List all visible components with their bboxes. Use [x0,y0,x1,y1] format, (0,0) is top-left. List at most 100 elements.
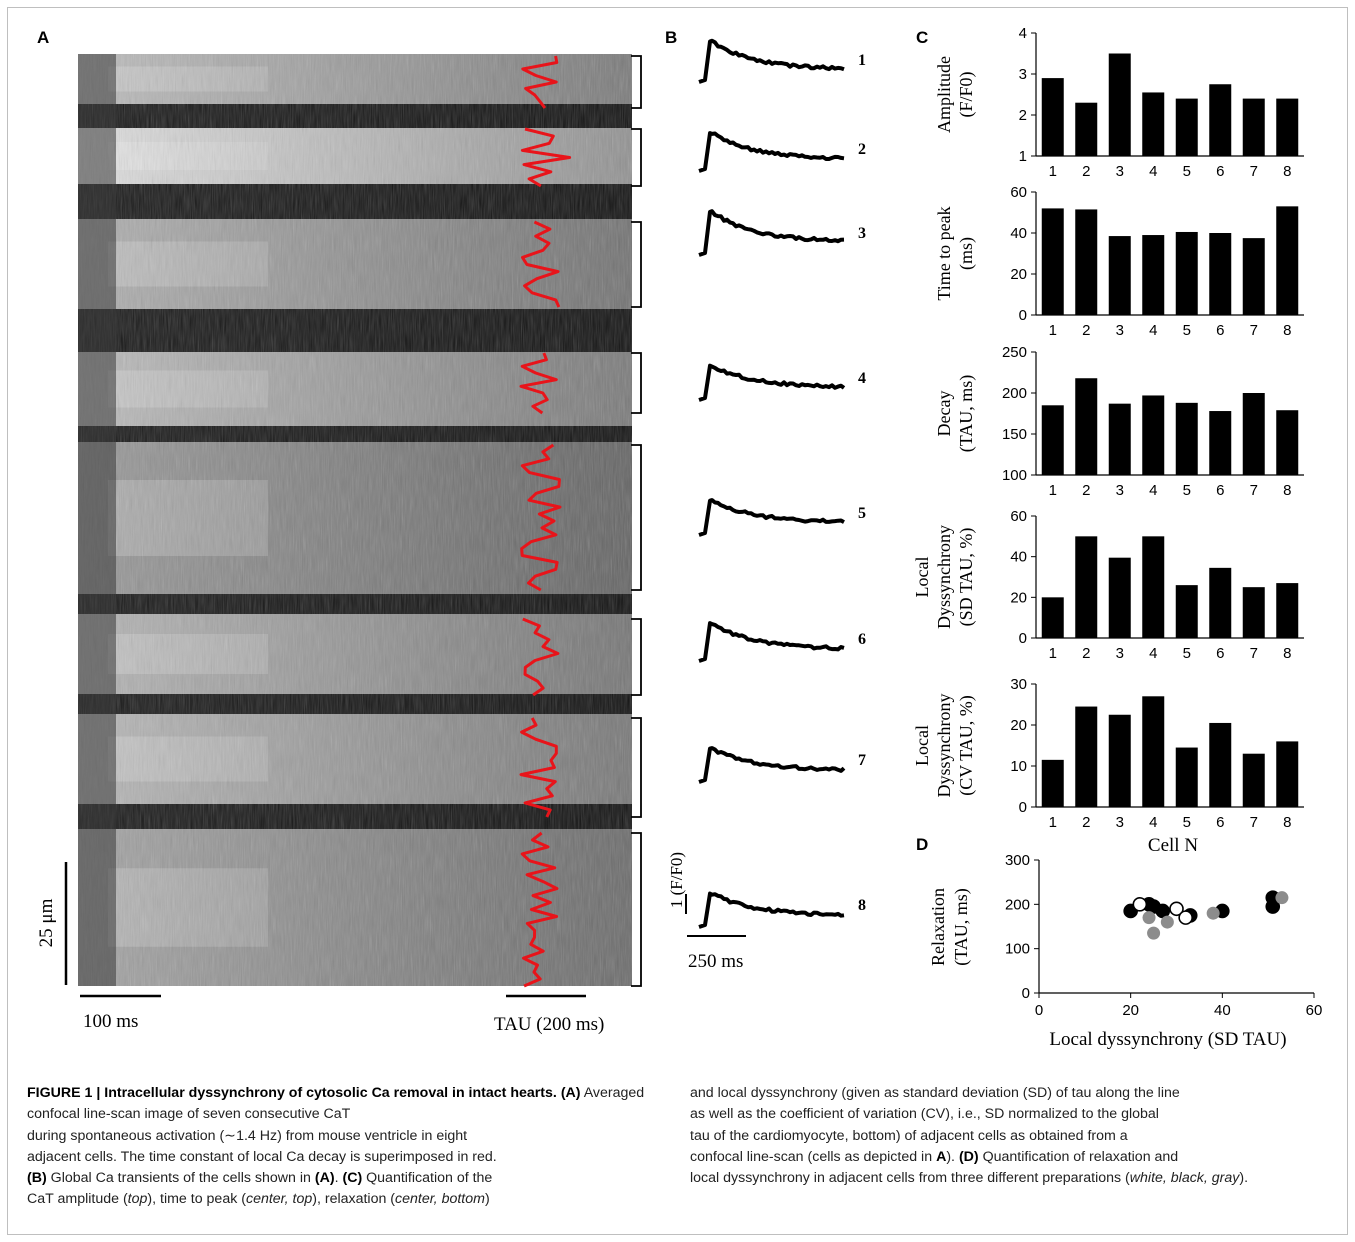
transient-3 [698,209,845,257]
bar-5-6 [1209,722,1232,807]
x-tick-label-1: 3 [1116,163,1124,180]
bar-1-4 [1142,92,1165,156]
y-tick-label-1: 2 [1019,107,1027,124]
bar-4-8 [1276,583,1299,638]
tau-trace-2 [520,127,572,188]
y-axis-label-2: Time to peak [934,206,954,300]
bar-5-8 [1276,741,1299,807]
transient-4 [698,363,846,402]
scale-f-label: 1 (F/F0) [667,852,686,908]
bracket-1 [631,55,642,109]
bar-1-1 [1041,78,1064,156]
x-tick-label-4: 8 [1283,645,1291,662]
transient-label-3: 3 [858,225,866,242]
bar-chart-3: 100 150 200 250 1 2 3 4 5 6 7 8 Decay (TAU, ms) [934,344,1304,499]
tau-trace-8 [520,831,559,988]
bracket-6 [631,618,642,696]
y-tick-label-4: 0 [1019,630,1027,647]
x-tick-label-1: 2 [1082,163,1090,180]
scatter-point-1 [1155,903,1171,919]
bar-5-4 [1142,696,1165,807]
transient-8 [698,891,845,929]
scale-250ms-label: 250 ms [688,951,743,972]
x-tick-label-1: 8 [1283,163,1291,180]
bar-4-1 [1041,597,1064,638]
scatter-point-2 [1169,901,1184,917]
bar-5-5 [1175,747,1198,807]
x-tick-label-4: 2 [1082,645,1090,662]
transient-label-6: 6 [858,631,866,648]
transient-label-7: 7 [858,752,866,769]
x-tick-label-5: 5 [1183,814,1191,831]
x-tick-label-3: 6 [1216,482,1224,499]
bar-3-4 [1142,395,1165,475]
x-tick-label-3: 3 [1116,482,1124,499]
bar-2-7 [1242,238,1265,315]
y-tick-label-4: 60 [1010,508,1027,525]
panel-d-label: D [916,835,929,854]
y-tick-label-2: 0 [1019,307,1027,324]
x-tick-label-2: 8 [1283,322,1291,339]
transient-label-1: 1 [858,52,866,69]
x-tick-label-5: 8 [1283,814,1291,831]
x-tick-label-3: 1 [1049,482,1057,499]
y-tick-label-2: 40 [1010,225,1027,242]
caption-title: FIGURE 1 | Intracellular dyssynchrony of… [27,1085,557,1101]
panel-d-scatter: 0 100 200 300 0 20 40 60 [1005,852,1322,1019]
y-tick-label-5: 20 [1010,717,1027,734]
tau-trace-7 [519,717,558,818]
x-tick-label-5: 3 [1116,814,1124,831]
x-tick-label-1: 5 [1183,163,1191,180]
x-tick-label-4: 5 [1183,645,1191,662]
x-tick-label-2: 7 [1250,322,1258,339]
x-tick-label-4: 4 [1149,645,1157,662]
tau-trace-6 [522,617,560,697]
scatter-point-2 [1178,910,1193,925]
y-tick-label-4: 20 [1010,589,1027,606]
transient-2 [698,131,845,173]
x-tick-label-3: 8 [1283,482,1291,499]
x-tick-label-3: 4 [1149,482,1157,499]
tau-traces [519,55,572,988]
bar-5-3 [1108,714,1131,807]
bracket-8 [631,832,642,987]
scatter-x-tick-label: 60 [1306,1002,1323,1019]
x-tick-label-3: 7 [1250,482,1258,499]
y-axis-label-2: (ms) [956,237,977,270]
bar-2-5 [1175,231,1198,315]
y-axis-label-5: Dyssynchrony [934,694,954,798]
scatter-point-3 [1142,911,1156,925]
scatter-y-tick-label: 100 [1005,941,1030,958]
transient-label-2: 2 [858,141,866,158]
bar-2-6 [1209,233,1232,315]
x-tick-label-2: 2 [1082,322,1090,339]
bar-5-7 [1242,753,1265,807]
x-tick-label-5: 2 [1082,814,1090,831]
ylabel-relax-2: (TAU, ms) [951,888,972,966]
scatter-y-tick-label: 300 [1005,852,1030,869]
caption-left: FIGURE 1 | Intracellular dyssynchrony of… [27,1085,645,1208]
y-tick-label-3: 100 [1002,467,1027,484]
tau-trace-5 [520,443,562,592]
x-tick-label-4: 6 [1216,645,1224,662]
y-axis-label-4: Local [912,557,932,598]
x-tick-label-1: 7 [1250,163,1258,180]
bar-4-7 [1242,587,1265,638]
y-axis-label-4: (SD TAU, %) [956,528,977,627]
bar-chart-4: 0 20 40 60 1 2 3 4 5 6 7 8 Local Dyssynchrony (SD TAU,… [912,508,1304,662]
panel-a-label: A [37,28,50,47]
bar-2-2 [1075,209,1098,315]
x-tick-label-3: 5 [1183,482,1191,499]
transient-label-8: 8 [858,897,866,914]
bracket-2 [631,128,642,187]
bracket-4 [631,352,642,414]
y-tick-label-1: 3 [1019,66,1027,83]
cell-brackets [631,55,642,987]
y-tick-label-3: 200 [1002,385,1027,402]
panel-b-traces: 1 2 3 4 5 6 7 8 [698,38,866,929]
bar-3-5 [1175,402,1198,475]
x-tick-label-1: 4 [1149,163,1157,180]
bar-4-5 [1175,585,1198,638]
x-tick-label-2: 1 [1049,322,1057,339]
